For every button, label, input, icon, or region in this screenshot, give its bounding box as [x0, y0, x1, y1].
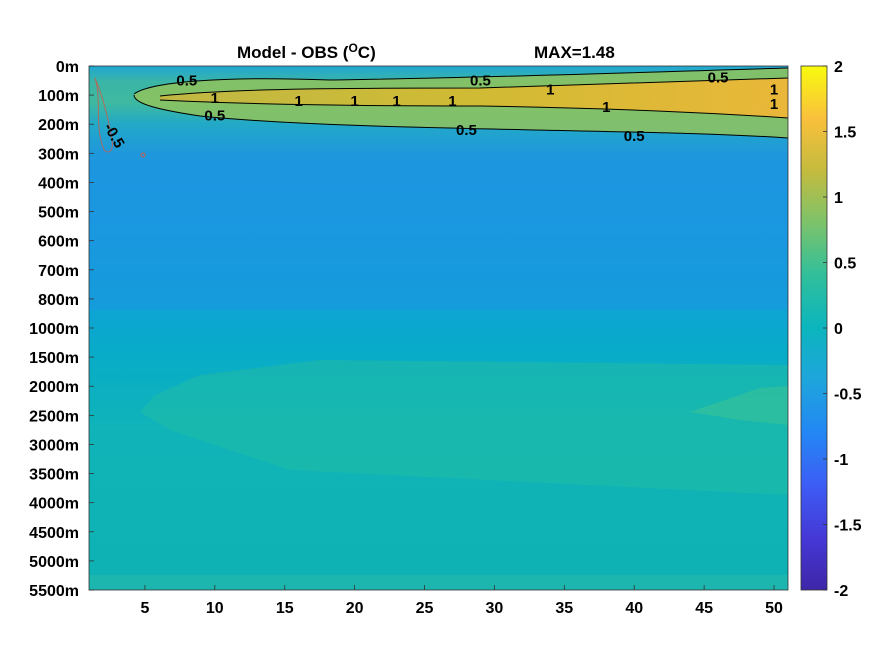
contour-label: 1 — [546, 81, 554, 98]
y-tick-label: 4500m — [29, 525, 79, 542]
y-tick-label: 2000m — [29, 379, 79, 396]
y-tick-label: 0m — [56, 59, 79, 76]
deep-greenish-region — [140, 360, 788, 495]
heatmap-background — [89, 66, 788, 590]
colorbar-tick-label: -2 — [834, 583, 848, 600]
y-tick-label: 1500m — [29, 350, 79, 367]
contour-label: 0.5 — [204, 107, 225, 124]
x-tick-label: 40 — [625, 600, 643, 617]
y-tick-label: 5000m — [29, 554, 79, 571]
contour-label: 1 — [350, 93, 358, 110]
x-tick-label: 45 — [695, 600, 713, 617]
y-tick-label: 1000m — [29, 321, 79, 338]
contour-neg-dot — [140, 152, 146, 158]
y-tick-label: 600m — [38, 234, 79, 251]
contour-neg-0.5 — [94, 77, 113, 153]
contour-0.5-lower — [133, 94, 788, 139]
colorbar-tick-label: 0.5 — [834, 256, 856, 273]
bottom-band — [89, 575, 788, 590]
y-tick-label: 3000m — [29, 437, 79, 454]
contour-label: 1 — [770, 81, 778, 98]
colorbar-tick-label: 1 — [834, 190, 843, 207]
title-text: Model - OBS ( — [237, 43, 349, 62]
x-tick-label: 30 — [486, 600, 504, 617]
contour-1-lower — [159, 99, 788, 119]
contour-label: 0.5 — [624, 128, 645, 145]
y-tick-label: 500m — [38, 205, 79, 222]
x-tick-label: 5 — [140, 600, 149, 617]
chart-max-label: MAX=1.48 — [534, 43, 615, 62]
colorbar-tick-label: 0 — [834, 321, 843, 338]
contour-label: 0.5 — [470, 73, 491, 90]
contour-label: 0.5 — [176, 73, 197, 90]
colorbar-tick-label: 1.5 — [834, 125, 856, 142]
y-tick-label: 800m — [38, 292, 79, 309]
x-tick-label: 25 — [416, 600, 434, 617]
x-tick-label: 50 — [765, 600, 783, 617]
contour-label: 1 — [602, 99, 610, 116]
x-tick-label: 35 — [555, 600, 573, 617]
y-axis: 0m 100m 200m 300m 400m 500m 600m 700m 800m 1000m 1… — [29, 59, 94, 600]
contour-0.5-upper — [133, 67, 788, 95]
x-tick-label: 10 — [206, 600, 224, 617]
deep-greenish-region-right — [690, 386, 788, 425]
y-tick-label: 200m — [38, 117, 79, 134]
x-tick-label: 15 — [276, 600, 294, 617]
contour-label: 1 — [448, 93, 456, 110]
y-tick-label: 100m — [38, 88, 79, 105]
x-tick-label: 20 — [346, 600, 364, 617]
contour-label: 1 — [295, 93, 303, 110]
warm-band-inner — [160, 78, 788, 118]
y-tick-label: 3500m — [29, 467, 79, 484]
colorbar — [800, 65, 828, 591]
colorbar-tick-label: -1 — [834, 452, 848, 469]
colorbar-axis: 2 1.5 1 0.5 0 -0.5 -1 -1.5 -2 — [823, 59, 862, 600]
contour-label: 0.5 — [456, 122, 477, 139]
contour-1-upper — [159, 77, 788, 97]
contour-label: 1 — [770, 96, 778, 113]
heatmap-field — [89, 66, 788, 590]
contour-label: 0.5 — [708, 70, 729, 87]
y-tick-label: 400m — [38, 175, 79, 192]
colorbar-tick-label: 2 — [834, 59, 843, 76]
title-unit-rest: C) — [358, 43, 376, 62]
cool-band — [89, 160, 788, 310]
y-tick-label: 4000m — [29, 496, 79, 513]
colorbar-tick-label: -0.5 — [834, 387, 862, 404]
y-tick-label: 5500m — [29, 583, 79, 600]
colorbar-tick-label: -1.5 — [834, 518, 862, 535]
contour-label: 1 — [392, 93, 400, 110]
y-tick-label: 300m — [38, 146, 79, 163]
y-tick-label: 700m — [38, 263, 79, 280]
x-axis: 5 10 15 20 25 30 35 40 45 50 — [140, 585, 783, 617]
title-unit-superscript: O — [348, 41, 357, 55]
contour-label: 1 — [211, 90, 219, 107]
y-tick-label: 2500m — [29, 408, 79, 425]
chart-title: Model - OBS (OC) — [237, 41, 376, 62]
